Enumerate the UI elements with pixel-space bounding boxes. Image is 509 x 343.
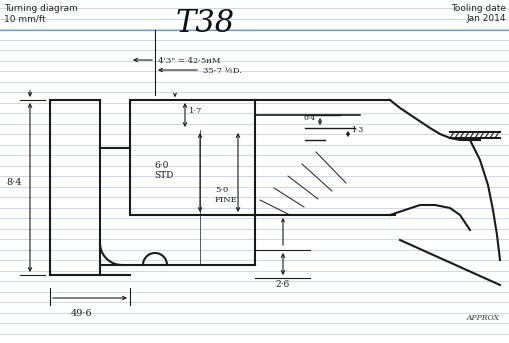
Text: Jan 2014: Jan 2014 [466, 14, 505, 23]
Text: 10 mm/ft: 10 mm/ft [4, 14, 45, 23]
Text: FINE: FINE [215, 196, 237, 204]
Text: 1·7: 1·7 [189, 107, 202, 115]
Text: 6·0: 6·0 [154, 161, 168, 170]
Text: 35-7 ½D.: 35-7 ½D. [203, 67, 241, 75]
Text: 8·4: 8·4 [6, 178, 22, 187]
Text: 2·6: 2·6 [275, 280, 290, 289]
Text: 4'3" = 42·5ʜM: 4'3" = 42·5ʜM [158, 57, 220, 65]
Text: 1·3: 1·3 [350, 126, 362, 134]
Text: 0·4: 0·4 [303, 114, 316, 122]
Text: Turning diagram: Turning diagram [4, 4, 77, 13]
Text: T38: T38 [175, 8, 234, 39]
Text: 49·6: 49·6 [71, 309, 93, 318]
Text: STD: STD [154, 171, 173, 180]
Text: Tooling date: Tooling date [450, 4, 505, 13]
Text: 5·0: 5·0 [215, 186, 228, 194]
Text: APPROX: APPROX [466, 314, 499, 322]
